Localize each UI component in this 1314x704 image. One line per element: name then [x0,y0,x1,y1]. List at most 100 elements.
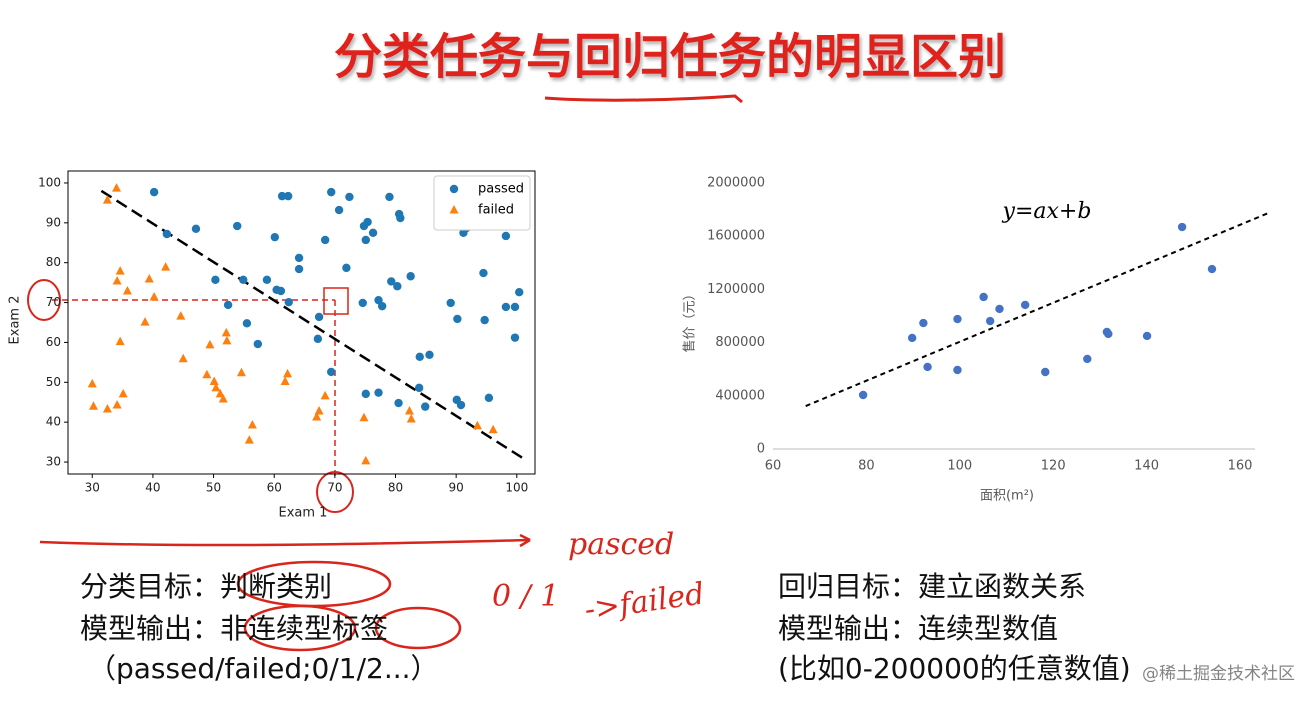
data-point [202,369,212,379]
data-point [515,288,524,297]
data-point [1083,354,1092,364]
data-point [312,411,322,421]
data-point [327,187,336,197]
data-point [453,314,462,324]
data-point [446,298,455,308]
x-tick-label: 100 [947,459,972,474]
y-tick-label: 1600000 [707,229,765,244]
x-axis-label: Exam 1 [279,506,328,521]
slide-title: 分类任务与回归任务的明显区别 [334,29,1006,85]
data-point [102,404,112,413]
data-point [985,316,995,326]
data-point [280,376,290,386]
x-tick-label: 100 [505,481,528,495]
y-tick-label: 100 [38,175,61,189]
x-tick-label: 70 [327,481,342,495]
legend-marker [449,205,459,214]
text-line: (比如0-200000的任意数值) [778,652,1131,685]
circle-mark [316,471,354,513]
y-tick-label: 0 [757,442,765,457]
y-tick-label: 60 [46,335,61,349]
y-tick-label: 400000 [715,388,765,403]
data-point [320,390,330,400]
data-point [314,312,324,322]
data-point [406,413,416,423]
data-point [242,319,252,328]
data-point [233,221,242,231]
data-point [414,383,424,393]
data-point [253,339,263,349]
data-point [361,389,370,399]
data-point [211,382,221,392]
title-underline [544,94,743,104]
data-point [284,297,293,307]
data-point [149,187,159,197]
data-point [361,235,370,245]
data-point [488,424,498,434]
x-tick-label: 40 [145,481,160,495]
y-tick-label: 40 [46,415,61,429]
data-point [320,235,330,245]
y-tick-label: 2000000 [707,176,765,191]
data-point [1104,329,1113,339]
data-point [140,317,150,326]
data-point [270,232,280,242]
x-tick-label: 120 [1041,459,1066,474]
y-tick-label: 50 [46,375,61,389]
data-point [953,365,962,375]
data-point [176,311,186,320]
handwriting: pasced [568,527,674,562]
x-tick-label: 80 [388,481,403,495]
data-point [345,192,354,202]
data-point [294,264,304,274]
data-point [979,292,988,302]
data-point [283,368,293,378]
trend-line [805,211,1272,407]
data-point [425,350,434,359]
arrow [39,533,531,548]
data-point [396,213,405,223]
data-point [221,327,231,337]
data-point [215,388,225,398]
data-point [149,291,159,301]
data-point [404,406,414,415]
data-point [244,435,254,444]
data-point [342,263,351,273]
y-tick-label: 80 [46,255,61,269]
data-point [919,318,928,328]
data-point [88,401,98,410]
data-point [368,228,378,237]
data-point [415,352,424,361]
x-tick-label: 50 [206,481,221,495]
text-line: 模型输出：连续型数值 [778,612,1058,645]
data-point [1207,264,1217,274]
data-point [456,400,466,410]
trend-line [100,189,527,462]
data-point [294,253,304,263]
data-point [359,221,369,231]
data-point [247,419,257,429]
data-point [1020,300,1030,310]
watermark: @稀土掘金技术社区 [1142,664,1295,684]
x-tick-label: 80 [858,459,875,474]
plot-frame [67,170,536,475]
data-point [393,282,402,291]
circle-mark [243,604,357,652]
data-point [387,277,396,286]
data-point [102,195,112,204]
data-point [276,286,286,296]
data-point [1177,222,1187,232]
text-line: 回归目标：建立函数关系 [778,570,1086,603]
data-point [995,304,1004,314]
x-tick-label: 140 [1134,459,1159,474]
data-point [314,406,324,415]
x-tick-label: 60 [267,481,282,495]
text-line: （passed/failed;0/1/2...） [88,652,439,685]
handwriting: 0 / 1 [492,579,559,614]
data-point [239,275,248,285]
data-point [334,205,344,215]
data-point [112,400,122,409]
data-point [472,420,482,430]
